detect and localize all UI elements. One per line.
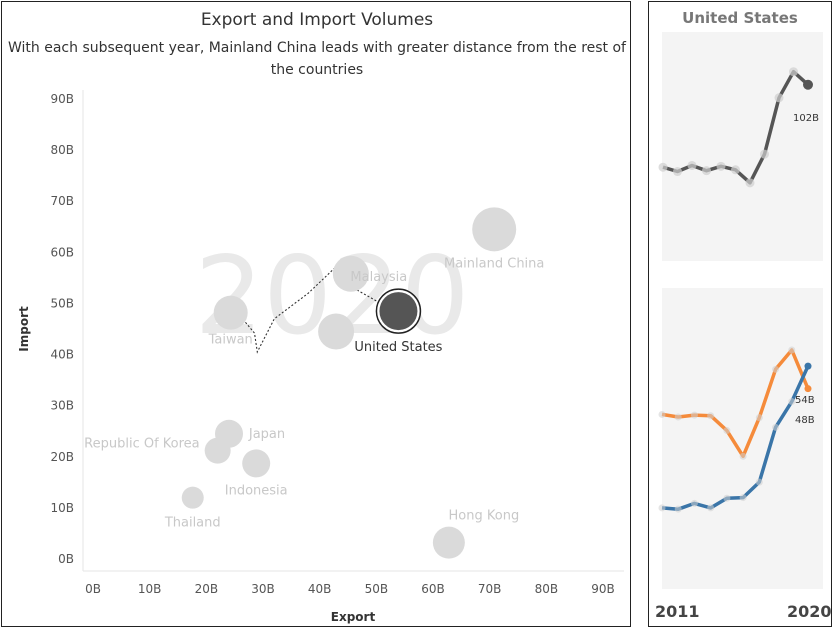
import-trend-line [661, 348, 810, 459]
scatter-point [181, 486, 204, 509]
trend-point [745, 178, 755, 188]
x-tick-label: 20B [195, 582, 219, 596]
chart-title: Export and Import Volumes [200, 10, 434, 30]
export-trend-line [661, 365, 810, 511]
trend-point [658, 410, 666, 418]
y-tick-label: 10B [50, 501, 74, 515]
trend-point [772, 423, 780, 431]
x-tick-label: 70B [478, 582, 502, 596]
top-chart-background [662, 32, 823, 261]
trend-point [755, 414, 763, 422]
side-panel-title: United States [682, 9, 798, 27]
trend-point [731, 165, 740, 175]
top-end-label: 102B [793, 113, 819, 124]
x-tick-label: 60B [421, 582, 445, 596]
y-tick-label: 40B [50, 348, 74, 362]
trend-point [739, 494, 747, 502]
trend-point [788, 398, 796, 406]
end-year-label: 2020 [787, 602, 832, 621]
trend-point [687, 160, 697, 170]
chart-subtitle: With each subsequent year, Mainland Chin… [8, 40, 626, 78]
x-tick-label: 80B [535, 582, 559, 596]
trend-point [702, 166, 711, 176]
y-tick-label: 20B [50, 450, 74, 464]
y-axis-label: Import [17, 306, 31, 352]
scatter-point [204, 437, 231, 464]
y-tick-label: 0B [58, 552, 74, 566]
scatter-point [213, 295, 248, 330]
x-tick-label: 0B [85, 582, 101, 596]
trend-point [774, 93, 784, 103]
export-end-point [804, 362, 812, 370]
bottom-chart-background [662, 288, 823, 589]
scatter-point [318, 313, 355, 350]
point-label: Taiwan [208, 333, 253, 348]
point-label: Indonesia [225, 483, 288, 498]
scatter-point [472, 207, 517, 252]
y-tick-label: 70B [50, 194, 74, 208]
trend-point [723, 494, 731, 502]
trend-point [760, 149, 769, 159]
scatter-panel: Export and Import Volumes With each subs… [1, 1, 631, 627]
scatter-point [242, 449, 271, 478]
trend-point [788, 346, 796, 354]
y-tick-label: 60B [50, 245, 74, 259]
point-label: Malaysia [350, 270, 407, 285]
trend-point [723, 427, 731, 435]
import-end-point [804, 385, 812, 393]
scatter-point [332, 255, 369, 292]
y-tick-label: 80B [50, 143, 74, 157]
trend-point [707, 412, 715, 420]
side-panel: United States 102B 54B 48B 2011 2020 [648, 1, 832, 627]
y-tick-label: 30B [50, 399, 74, 413]
point-label: Thailand [164, 516, 221, 531]
trend-point [772, 365, 780, 373]
start-year-label: 2011 [655, 602, 700, 621]
point-label: Mainland China [444, 256, 544, 271]
x-tick-label: 10B [138, 582, 162, 596]
trend-point [690, 411, 698, 419]
x-tick-label: 30B [251, 582, 275, 596]
point-label: Hong Kong [449, 509, 520, 524]
trend-point [674, 413, 682, 421]
bottom-end-label-a: 54B [795, 395, 815, 406]
history-trail [239, 265, 399, 354]
highlighted-point-label: United States [354, 340, 442, 355]
bottom-end-label-b: 48B [795, 415, 815, 426]
trend-end-point [803, 79, 813, 90]
x-tick-label: 90B [591, 582, 615, 596]
trend-point [716, 161, 726, 171]
x-tick-label: 50B [365, 582, 389, 596]
point-label: Japan [248, 427, 285, 442]
trend-point [674, 505, 682, 513]
trend-point [690, 499, 698, 507]
scatter-point [432, 526, 465, 559]
x-tick-label: 40B [308, 582, 332, 596]
point-label: Republic Of Korea [84, 437, 200, 452]
trend-point [658, 504, 666, 512]
x-axis-label: Export [331, 610, 376, 624]
y-tick-label: 90B [50, 92, 74, 106]
trend-point [673, 167, 682, 177]
trend-point [707, 504, 715, 512]
y-tick-label: 50B [50, 296, 74, 310]
scatter-point-highlighted [379, 292, 418, 331]
trend-point [658, 162, 668, 172]
trend-charts: 102B 54B 48B [658, 32, 823, 589]
trend-point [739, 452, 747, 460]
trend-point [789, 67, 798, 77]
trend-point [755, 478, 763, 486]
